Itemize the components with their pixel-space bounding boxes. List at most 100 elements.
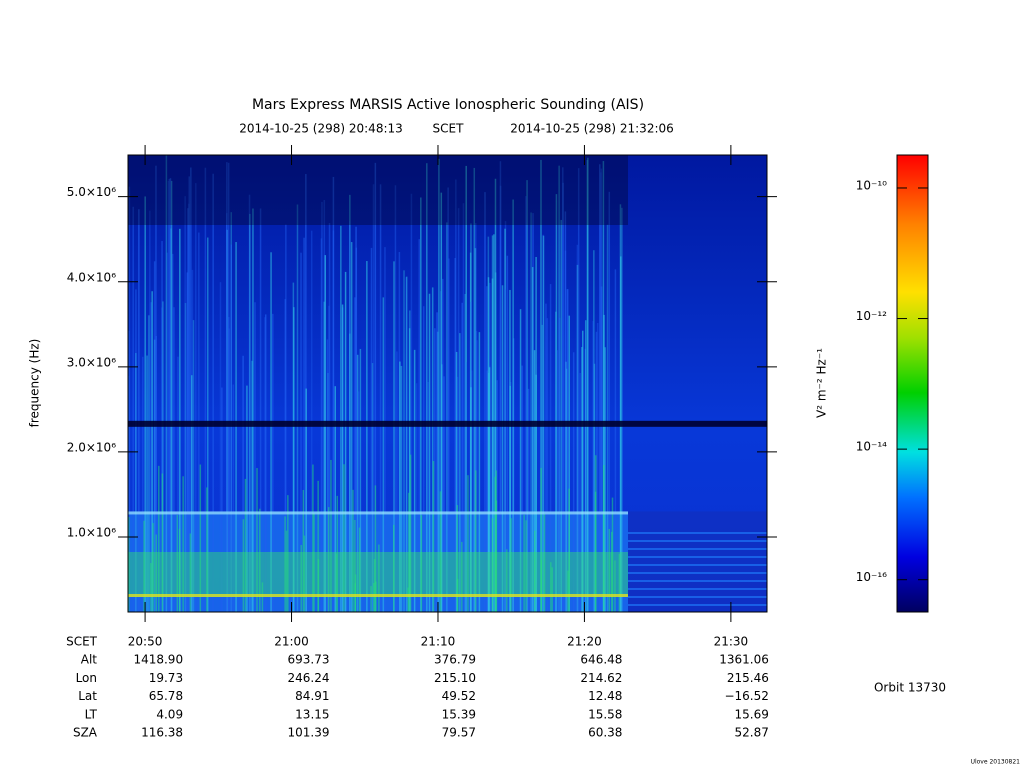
spectrogram-stripe <box>349 194 351 612</box>
spectrogram-stripe <box>312 464 314 612</box>
spectrogram-stripe <box>341 304 344 612</box>
spectrogram-stripe <box>264 317 266 612</box>
spectrogram-stripe <box>565 361 567 612</box>
spectrogram-stripe <box>512 199 514 613</box>
spectrogram-stripe <box>606 224 609 612</box>
spectrogram-stripe <box>150 562 152 612</box>
spectrogram-band <box>628 596 767 598</box>
spectrogram-stripe <box>600 172 602 613</box>
spectrogram-stripe <box>400 365 403 612</box>
spectrogram-stripe <box>618 553 621 612</box>
spectrogram-stripe <box>192 320 195 612</box>
spectrogram-stripe <box>603 314 605 612</box>
spectrogram-stripe <box>506 549 508 612</box>
spectrogram-stripe <box>581 330 584 612</box>
spectrogram-stripe <box>358 527 361 612</box>
spectrogram-band <box>128 552 628 597</box>
spectrogram-stripe <box>230 244 233 612</box>
x-tick-label: 21:20 <box>567 635 602 649</box>
spectrogram-stripe <box>349 333 351 612</box>
spectrogram-stripe <box>226 162 228 612</box>
spectrogram-stripe <box>464 362 467 612</box>
spectrogram-band <box>628 532 767 534</box>
ephemeris-value: 246.24 <box>288 671 330 685</box>
spectrogram-stripe <box>392 524 395 612</box>
spectrogram-stripe <box>242 355 244 612</box>
spectrogram-stripe <box>371 363 374 612</box>
spectrogram-stripe <box>467 475 469 612</box>
spectrogram-stripe <box>158 465 160 612</box>
spectrogram-stripe <box>545 303 547 612</box>
ephemeris-value: 60.38 <box>588 726 622 740</box>
spectrogram-stripe <box>246 385 248 612</box>
spectrogram-stripe <box>491 518 494 612</box>
spectrogram-stripe <box>249 213 251 613</box>
spectrogram-stripe <box>350 242 353 613</box>
spectrogram-stripe <box>259 508 261 612</box>
spectrogram-stripe <box>448 258 450 612</box>
spectrogram-stripe <box>354 519 356 612</box>
spectrogram-stripe <box>378 544 380 612</box>
spectrogram-stripe <box>204 167 207 612</box>
ephemeris-value: 49.52 <box>442 689 476 703</box>
ephemeris-value: 12.48 <box>588 689 622 703</box>
spectrogram-stripe <box>256 468 258 612</box>
spectrogram-stripe <box>576 244 579 612</box>
spectrogram-stripe <box>600 168 603 612</box>
spectrogram-band <box>128 594 628 597</box>
spectrogram-stripe <box>546 318 549 612</box>
spectrogram-stripe <box>169 178 172 613</box>
spectrogram-stripe <box>593 250 595 612</box>
spectrogram-stripe <box>577 168 580 613</box>
ephemeris-label: LT <box>85 707 98 721</box>
spectrogram-stripe <box>464 293 466 612</box>
spectrogram-stripe <box>189 533 192 612</box>
spectrogram-stripe <box>568 315 571 612</box>
spectrogram-stripe <box>356 354 359 612</box>
spectrogram-stripe <box>177 356 179 612</box>
spectrogram-stripe <box>530 212 532 612</box>
spectrogram-stripe <box>248 194 251 612</box>
spectrogram-stripe <box>510 518 512 612</box>
ephemeris-value: 1418.90 <box>133 653 183 667</box>
spectrogram-stripe <box>422 306 425 612</box>
ephemeris-label: SCET <box>66 635 98 649</box>
x-tick-label: 21:00 <box>274 635 309 649</box>
spectrogram-stripe <box>564 250 567 612</box>
spectrogram-stripe <box>474 470 477 612</box>
ephemeris-value: 15.39 <box>442 707 476 721</box>
spectrogram-stripe <box>327 507 330 612</box>
spectrogram-stripe <box>149 210 151 612</box>
spectrogram-stripe <box>579 373 581 612</box>
spectrogram-stripe <box>408 328 411 612</box>
spectrogram-stripe <box>461 541 463 612</box>
chart-title: Mars Express MARSIS Active Ionospheric S… <box>252 97 644 113</box>
spectrogram-stripe <box>541 324 544 612</box>
spectrogram-stripe <box>373 582 375 612</box>
spectrogram-stripe <box>199 464 202 612</box>
plot-frame <box>127 154 768 613</box>
spectrogram-stripe <box>593 363 596 612</box>
spectrogram-stripe <box>285 224 287 612</box>
spectrogram-stripe <box>509 289 511 612</box>
spectrogram-band <box>128 511 628 515</box>
spectrogram-stripe <box>184 196 186 612</box>
spectrogram-stripe <box>608 528 611 612</box>
spectrogram-stripe <box>146 355 148 612</box>
spectrogram-band <box>628 511 767 612</box>
spectrogram-stripe <box>600 286 603 612</box>
spectrogram-stripe <box>151 291 153 612</box>
spectrogram-stripe <box>488 367 491 612</box>
spectrogram-stripe <box>476 340 478 612</box>
spectrogram-stripe <box>206 487 208 612</box>
spectrogram-stripe <box>382 297 385 612</box>
spectrogram-stripe <box>420 515 423 612</box>
spectrogram-stripe <box>352 489 354 612</box>
spectrogram-stripe <box>599 164 601 612</box>
spectrogram-stripe <box>384 247 386 612</box>
spectrogram-stripe <box>499 185 502 612</box>
ephemeris-value: 693.73 <box>288 653 330 667</box>
spectrogram-stripe <box>592 320 594 612</box>
spectrogram-stripe <box>486 286 488 612</box>
colorbar-tick-label: 10⁻¹⁰ <box>856 178 887 192</box>
